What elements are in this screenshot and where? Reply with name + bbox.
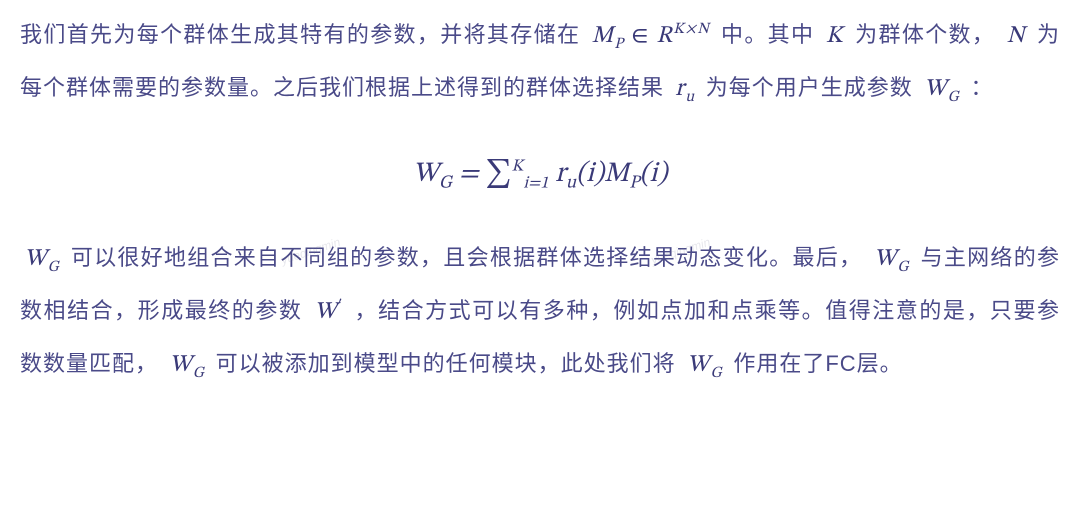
sym-W3-sub: G xyxy=(897,259,909,275)
eq-r-sub: u xyxy=(566,174,576,192)
p1-text-e: 为每个用户生成参数 xyxy=(706,75,920,100)
p1-text-f: ： xyxy=(970,75,993,100)
eq-sum-low: i=1 xyxy=(523,174,548,191)
math-WG-5: WG xyxy=(683,353,734,377)
math-WG-4: WG xyxy=(165,353,216,377)
sym-Wp: W xyxy=(314,300,338,324)
math-WG-2: WG xyxy=(20,247,71,271)
p1-text-c: 为群体个数， xyxy=(855,22,1003,47)
math-WG-3: WG xyxy=(870,247,921,271)
sym-M: M xyxy=(592,24,614,48)
p2-text-d: 可以被添加到模型中的任何模块，此处我们将 xyxy=(216,351,683,376)
eq-lhs-sub: G xyxy=(439,174,452,192)
math-Wprime: W′ xyxy=(310,300,354,324)
p2-text-a: 可以很好地组合来自不同组的参数，且会根据群体选择结果动态变化。最后， xyxy=(71,245,870,270)
p1-text-b: 中。其中 xyxy=(721,22,822,47)
sym-W4-sub: G xyxy=(193,365,205,381)
p1-text-a: 我们首先为每个群体生成其特有的参数，并将其存储在 xyxy=(20,22,588,47)
math-WG-1: WG xyxy=(920,77,971,101)
p2-text-e: 作用在了FC层。 xyxy=(733,351,902,376)
eq-M-arg: (i) xyxy=(640,160,668,188)
sym-r-sub: u xyxy=(685,89,695,105)
eq-r: r xyxy=(555,160,566,188)
sym-M-sub: P xyxy=(614,36,624,52)
sym-W4: W xyxy=(169,353,193,377)
eq-equals: = xyxy=(452,160,485,188)
sym-W5: W xyxy=(687,353,711,377)
math-K: K xyxy=(822,24,848,48)
sym-R: R xyxy=(656,24,673,48)
eq-sigma: ∑ xyxy=(485,160,511,188)
sym-r: r xyxy=(675,77,685,101)
sym-elem: ∈ xyxy=(624,24,656,48)
sym-W1-sub: G xyxy=(948,89,960,105)
sym-W2: W xyxy=(24,247,48,271)
eq-M: M xyxy=(604,160,629,188)
paragraph-1: 我们首先为每个群体生成其特有的参数，并将其存储在 MP ∈ RK×N 中。其中 … xyxy=(20,10,1060,116)
sym-R-sup: K×N xyxy=(673,21,710,37)
math-ru: ru xyxy=(671,77,706,101)
eq-lhs: W xyxy=(412,160,438,188)
equation-WG: WG = ∑Ki=1 ru(i)MP(i) xyxy=(20,144,1060,206)
eq-sum-high: K xyxy=(512,157,524,174)
sym-Wp-sup: ′ xyxy=(338,297,344,313)
sym-W5-sub: G xyxy=(710,365,722,381)
eq-r-arg: (i) xyxy=(576,160,604,188)
sym-W1: W xyxy=(924,77,948,101)
sym-W2-sub: G xyxy=(48,259,60,275)
math-N: N xyxy=(1003,24,1030,48)
eq-M-sub: P xyxy=(629,174,639,192)
math-MP-in-RKN: MP ∈ RK×N xyxy=(588,24,721,48)
sym-W3: W xyxy=(874,247,898,271)
paragraph-2: WG 可以很好地组合来自不同组的参数，且会根据群体选择结果动态变化。最后， WG… xyxy=(20,233,1060,391)
